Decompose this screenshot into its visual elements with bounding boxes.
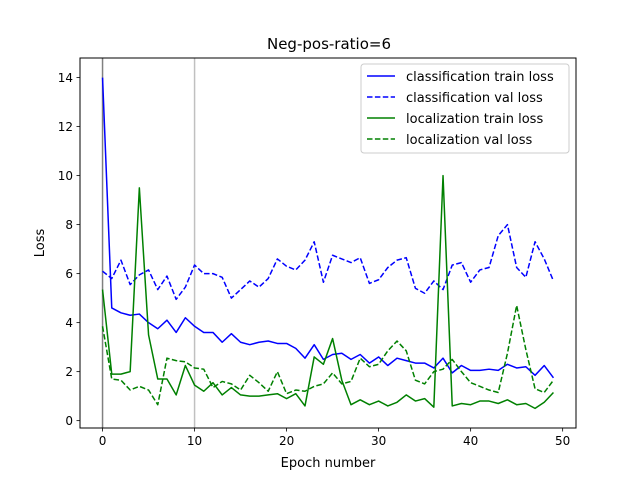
legend-box bbox=[360, 63, 570, 154]
x-axis-label: Epoch number bbox=[281, 456, 376, 471]
vertical-markers bbox=[101, 58, 196, 428]
series-line-0 bbox=[101, 77, 555, 379]
y-tick-label: 0 bbox=[65, 414, 73, 428]
x-tick-label: 0 bbox=[99, 434, 107, 448]
chart-title: Neg-pos-ratio=6 bbox=[267, 35, 391, 53]
series-line-2 bbox=[101, 174, 554, 410]
y-tick-label: 12 bbox=[58, 120, 73, 134]
legend: classification train loss classification … bbox=[360, 63, 570, 154]
y-tick-label: 10 bbox=[58, 169, 73, 183]
series-line-3 bbox=[101, 304, 555, 406]
series-line-1 bbox=[102, 223, 555, 301]
series-layer bbox=[101, 77, 555, 410]
axis-ticks: 0 10 20 30 40 50 0 2 4 6 8 10 12 14 bbox=[58, 71, 571, 448]
y-tick-label: 2 bbox=[65, 365, 73, 379]
x-tick-label: 40 bbox=[463, 434, 478, 448]
plot-area-frame bbox=[79, 57, 577, 429]
legend-label: classification val loss bbox=[406, 91, 543, 106]
y-axis-label: Loss bbox=[33, 229, 48, 258]
x-tick-label: 50 bbox=[555, 434, 570, 448]
legend-label: localization val loss bbox=[406, 133, 532, 148]
y-tick-label: 14 bbox=[58, 71, 73, 85]
x-tick-label: 10 bbox=[187, 434, 202, 448]
legend-label: localization train loss bbox=[406, 112, 543, 127]
legend-label: classification train loss bbox=[406, 70, 554, 85]
y-tick-label: 4 bbox=[65, 316, 73, 330]
y-tick-label: 6 bbox=[65, 267, 73, 281]
x-tick-label: 20 bbox=[279, 434, 294, 448]
x-tick-label: 30 bbox=[371, 434, 386, 448]
y-tick-label: 8 bbox=[65, 218, 73, 232]
